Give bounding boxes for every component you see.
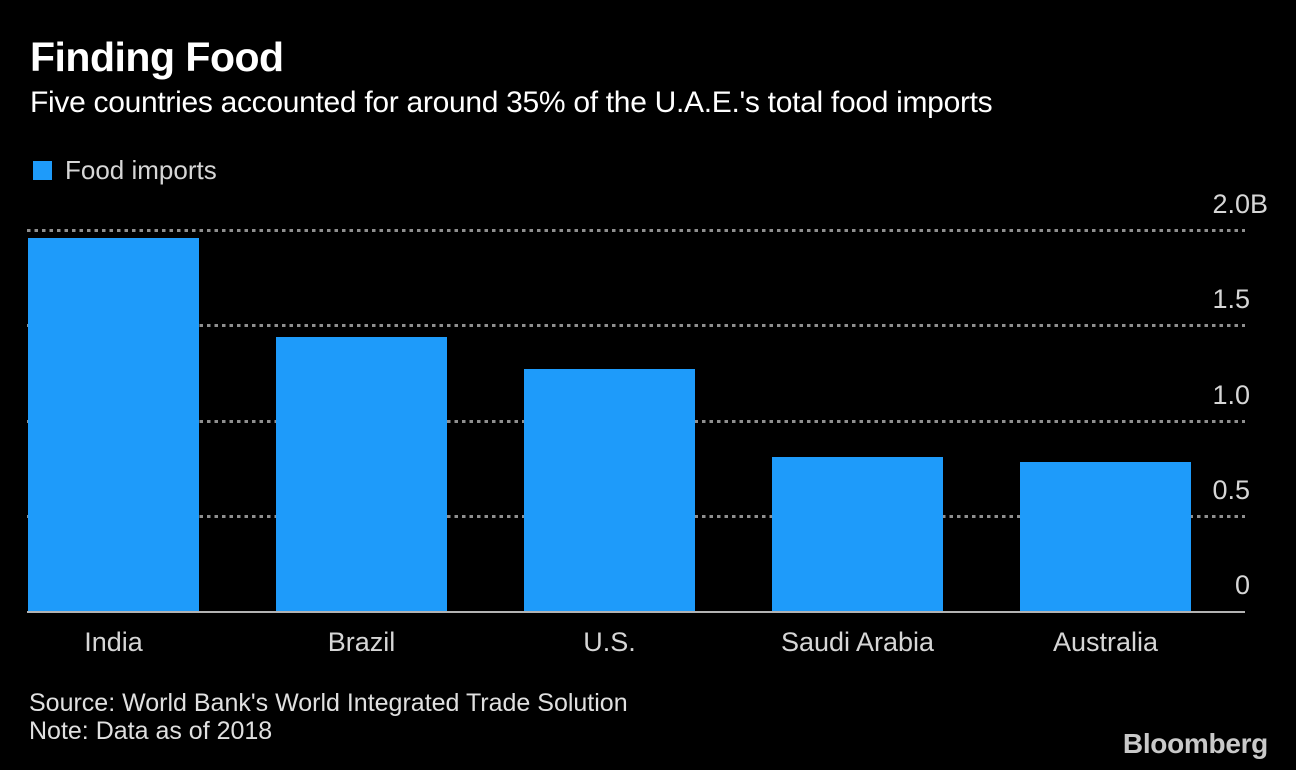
y-tick-2.0B: 2.0B <box>1212 189 1268 219</box>
x-label-india: India <box>84 627 143 657</box>
x-axis-baseline <box>27 611 1245 613</box>
y-tick-1.0: 1.0 <box>1212 379 1250 410</box>
x-label-u-s: U.S. <box>583 627 636 657</box>
bar-saudi-arabia <box>772 456 943 611</box>
legend: Food imports <box>33 155 217 186</box>
bar-india <box>28 237 199 611</box>
x-label-saudi-arabia: Saudi Arabia <box>780 627 935 657</box>
bloomberg-logo: Bloomberg <box>1122 728 1268 759</box>
bar-brazil <box>276 336 447 611</box>
x-label-australia: Australia <box>1052 627 1159 657</box>
bar-u-s <box>524 369 695 611</box>
legend-label: Food imports <box>65 155 217 185</box>
source-line: Source: World Bank's World Integrated Tr… <box>29 689 628 717</box>
chart-subtitle: Five countries accounted for around 35% … <box>30 86 993 119</box>
y-tick-1.5: 1.5 <box>1212 284 1250 315</box>
footer: Source: World Bank's World Integrated Tr… <box>29 689 628 745</box>
legend-swatch-icon <box>33 161 52 180</box>
note-line: Note: Data as of 2018 <box>29 717 273 745</box>
x-label-brazil: Brazil <box>327 627 396 657</box>
y-tick-0.5: 0.5 <box>1212 474 1250 505</box>
gridline-1.5 <box>27 324 1245 328</box>
chart-title: Finding Food <box>30 34 284 80</box>
bar-australia <box>1020 462 1191 611</box>
gridline-2.0B <box>27 229 1245 232</box>
y-tick-0: 0 <box>1234 570 1250 600</box>
